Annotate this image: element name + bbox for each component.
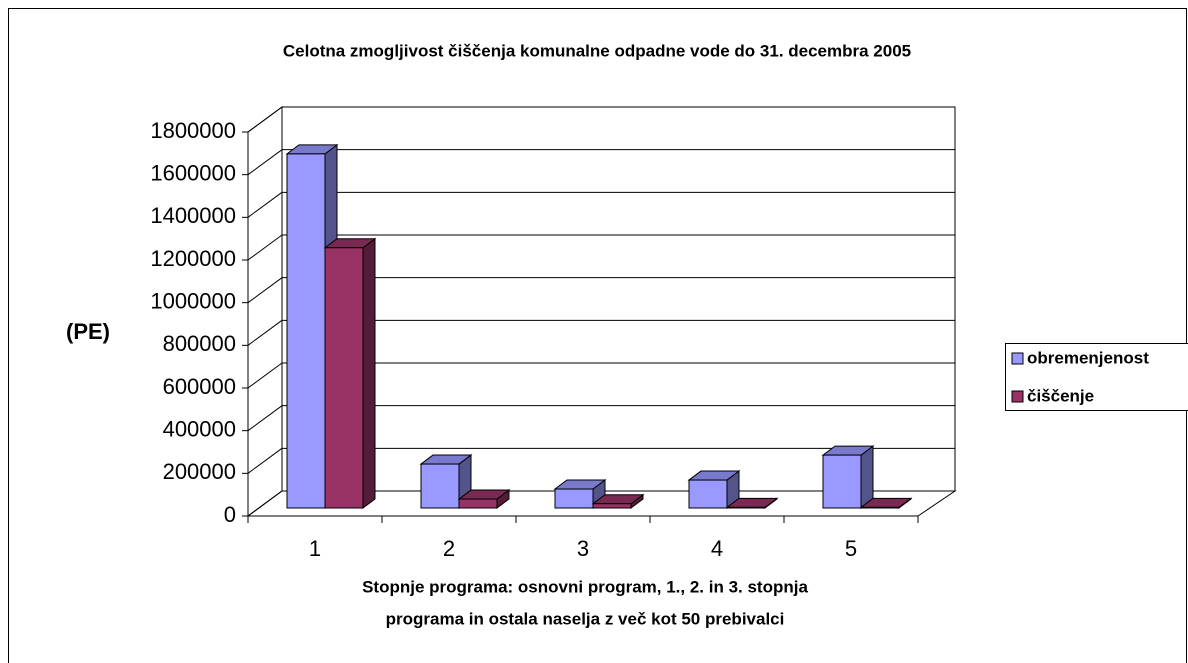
bar (554, 488, 594, 509)
y-tick-label: 0 (224, 502, 236, 527)
grid-line (247, 447, 283, 474)
y-tick-label: 400000 (163, 416, 236, 441)
back-wall (281, 106, 956, 492)
y-tick-label: 800000 (163, 331, 236, 356)
y-tick-label: 1600000 (150, 160, 236, 185)
y-tick-label: 1000000 (150, 288, 236, 313)
side-wall (247, 106, 283, 517)
bar (324, 247, 364, 509)
grid-line (247, 149, 283, 176)
x-axis-title: programa in ostala naselja z več kot 50 … (386, 609, 785, 628)
grid-line (247, 234, 283, 261)
y-tick-label: 1400000 (150, 203, 236, 228)
x-tick-label: 2 (443, 536, 455, 561)
bar (860, 506, 900, 509)
bar-side (362, 237, 376, 509)
legend-label: čiščenje (1027, 386, 1094, 405)
bar (726, 506, 766, 509)
x-tick-label: 5 (845, 536, 857, 561)
grid-line (247, 362, 283, 389)
grid-line (247, 277, 283, 304)
bar (822, 454, 862, 509)
y-axis-title: (PE) (66, 319, 110, 344)
y-tick-label: 600000 (163, 374, 236, 399)
grid-line (247, 106, 283, 133)
y-tick-label: 200000 (163, 459, 236, 484)
x-tick-label: 3 (577, 536, 589, 561)
grid-line (247, 405, 283, 432)
bar (286, 153, 326, 509)
x-tick-label: 1 (309, 536, 321, 561)
y-tick-label: 1200000 (150, 246, 236, 271)
legend-label: obremenjenost (1027, 348, 1149, 367)
chart-title: Celotna zmogljivost čiščenja komunalne o… (283, 41, 911, 60)
bar-side (860, 445, 874, 509)
grid-line (247, 191, 283, 218)
legend-box (1005, 343, 1188, 411)
x-axis-title: Stopnje programa: osnovni program, 1., 2… (362, 577, 808, 596)
bar (458, 498, 498, 509)
bar (688, 479, 728, 509)
bar (592, 503, 632, 509)
y-tick-label: 1800000 (150, 118, 236, 143)
legend-swatch (1011, 390, 1024, 403)
bar (420, 463, 460, 509)
x-tick-label: 4 (711, 536, 723, 561)
legend-swatch (1011, 352, 1024, 365)
grid-line (247, 490, 283, 517)
grid-line (247, 319, 283, 346)
